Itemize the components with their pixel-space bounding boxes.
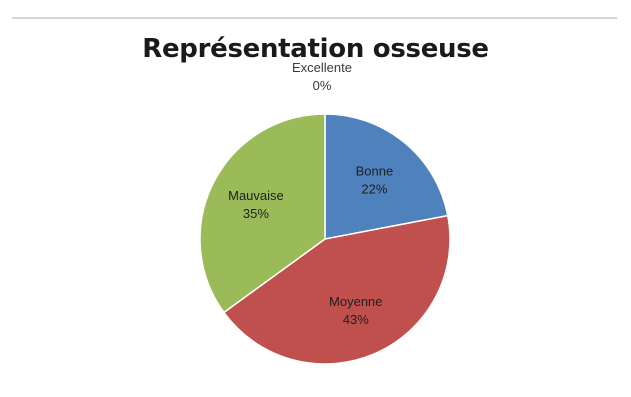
slice-percent-excellente: 0%: [313, 78, 332, 93]
chart-title: Représentation osseuse: [142, 34, 489, 64]
slice-label-bonne: Bonne 22%: [356, 163, 394, 196]
slice-label-moyenne: Moyenne 43%: [329, 294, 382, 327]
slice-label-mauvaise: Mauvaise 35%: [228, 188, 284, 221]
slice-percent-mauvaise: 35%: [243, 206, 269, 221]
slice-percent-moyenne: 43%: [343, 312, 369, 327]
slice-label-excellente: Excellente 0%: [292, 60, 352, 93]
top-divider: [12, 17, 617, 19]
slice-percent-bonne: 22%: [361, 181, 387, 196]
pie-slice-moyenne: [222, 214, 451, 365]
pie-slice-bonne: [324, 113, 449, 240]
slice-name-moyenne: Moyenne: [329, 294, 382, 309]
slice-name-bonne: Bonne: [356, 163, 394, 178]
slice-name-excellente: Excellente: [292, 60, 352, 75]
slice-name-mauvaise: Mauvaise: [228, 188, 284, 203]
pie-slice-mauvaise: [199, 113, 326, 314]
